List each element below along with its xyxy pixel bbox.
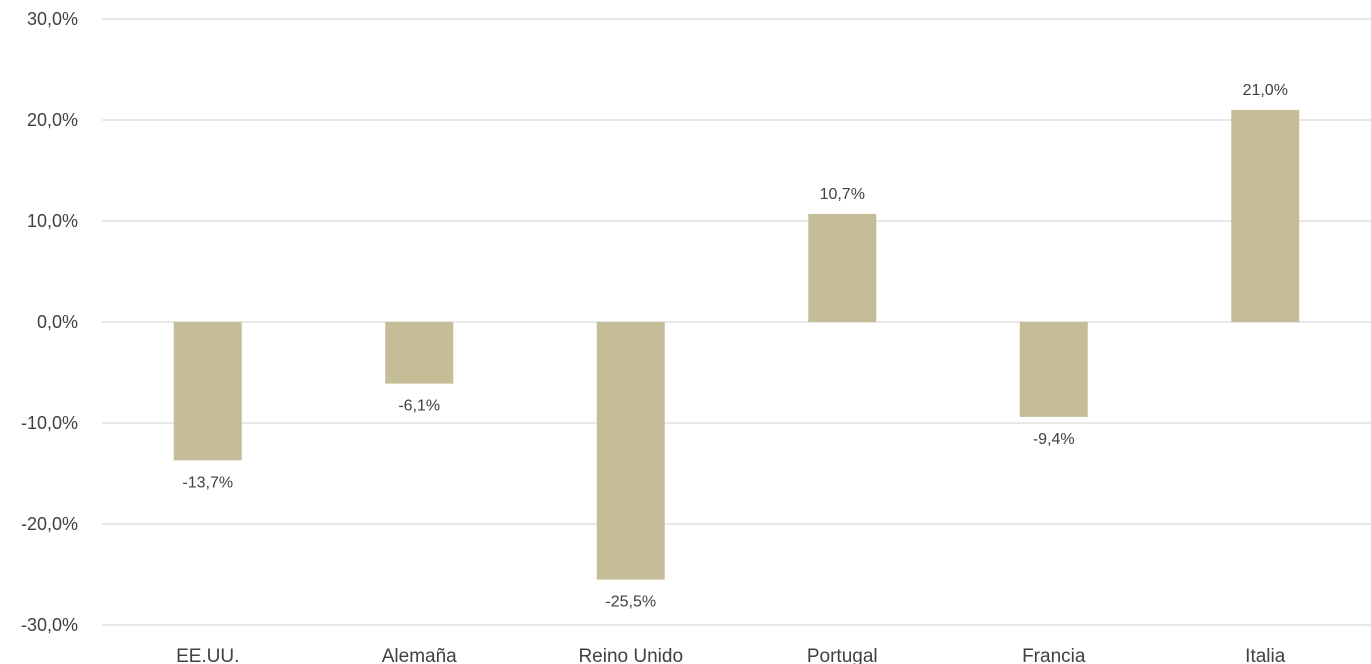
data-label: -13,7% [182,474,233,491]
data-label: 21,0% [1243,82,1288,99]
y-tick-label: -10,0% [21,413,78,433]
data-label: 10,7% [820,186,865,203]
x-category-label: Portugal [807,646,878,664]
gridlines [102,18,1371,626]
x-category-label: EE.UU. [176,646,239,664]
bar [596,322,665,580]
y-tick-label: 10,0% [27,211,78,231]
bar [1231,109,1300,323]
y-axis-tick-labels: 30,0% 20,0% 10,0% 0,0% -10,0% -20,0% -30,0% [21,9,78,635]
x-category-label: Alemaña [382,646,457,664]
y-tick-label: 20,0% [27,110,78,130]
bar [385,322,454,384]
bar [173,322,242,461]
y-tick-label: -20,0% [21,514,78,534]
x-category-label: Reino Unido [578,646,683,664]
data-label: -6,1% [398,398,440,415]
y-tick-label: 30,0% [27,9,78,29]
data-label: -25,5% [605,594,656,611]
data-label: -9,4% [1033,431,1075,448]
y-tick-label: -30,0% [21,615,78,635]
x-axis-category-labels: EE.UU. Alemaña Reino Unido Portugal Francia I… [176,646,1286,664]
y-tick-label: 0,0% [37,312,78,332]
bar [808,213,877,322]
x-category-label: Italia [1245,646,1286,664]
x-category-label: Francia [1022,646,1086,664]
bar [1019,322,1088,417]
bars [173,109,1300,580]
data-labels: -13,7% -6,1% -25,5% 10,7% -9,4% 21,0% [182,82,1288,611]
